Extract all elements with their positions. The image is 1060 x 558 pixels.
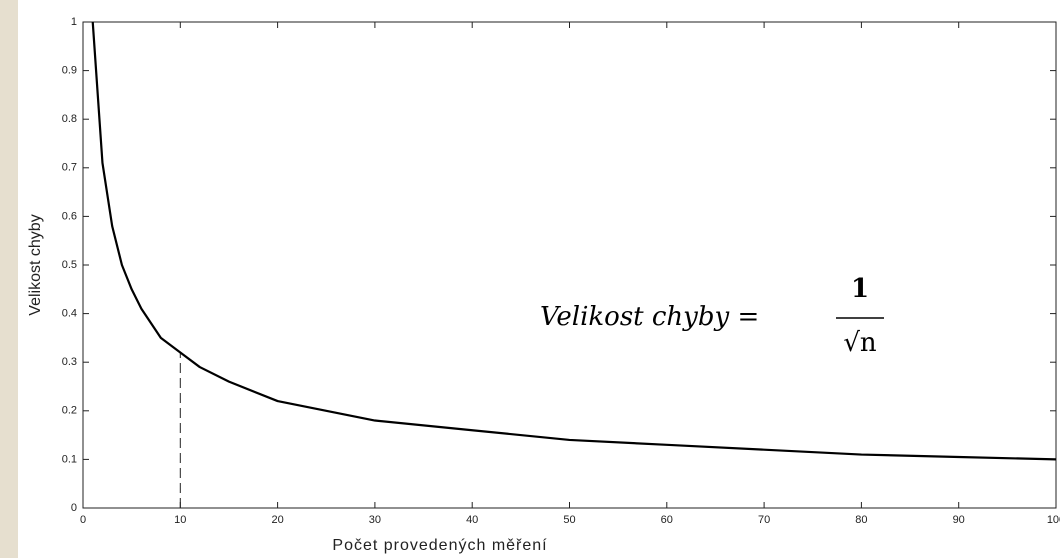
x-tick-label: 100 — [1047, 514, 1060, 526]
x-tick-label: 80 — [855, 514, 867, 526]
x-tick-label: 60 — [661, 514, 673, 526]
y-tick-label: 0.8 — [62, 113, 77, 125]
y-tick-label: 0.2 — [62, 405, 77, 417]
x-tick-label: 50 — [563, 514, 575, 526]
x-tick-label: 20 — [271, 514, 283, 526]
x-tick-label: 90 — [953, 514, 965, 526]
y-tick-label: 0.3 — [62, 356, 77, 368]
y-tick-label: 0.4 — [62, 308, 77, 320]
panel — [18, 0, 1060, 558]
line-series — [91, 21, 1057, 461]
annotation-text: Velikost chyby = — [540, 302, 759, 332]
y-tick-label: 0.1 — [62, 453, 77, 465]
y-tick-label: 0.5 — [62, 259, 77, 271]
x-tick-label: 10 — [174, 514, 186, 526]
x-tick-label: 40 — [466, 514, 478, 526]
x-tick-label: 0 — [80, 514, 86, 526]
y-tick-label: 0 — [71, 502, 77, 514]
x-tick-label: 70 — [758, 514, 770, 526]
y-tick-label: 1 — [71, 16, 77, 28]
y-axis-label: Velikost chyby — [27, 214, 44, 315]
x-tick-label: 30 — [369, 514, 381, 526]
y-tick-label: 0.6 — [62, 210, 77, 222]
annotation-numerator: 1 — [851, 274, 869, 304]
y-tick-label: 0.7 — [62, 162, 77, 174]
annotation-denominator: √n — [843, 328, 877, 358]
x-axis-label: Počet provedených měření — [332, 537, 547, 554]
y-tick-label: 0.9 — [62, 65, 77, 77]
